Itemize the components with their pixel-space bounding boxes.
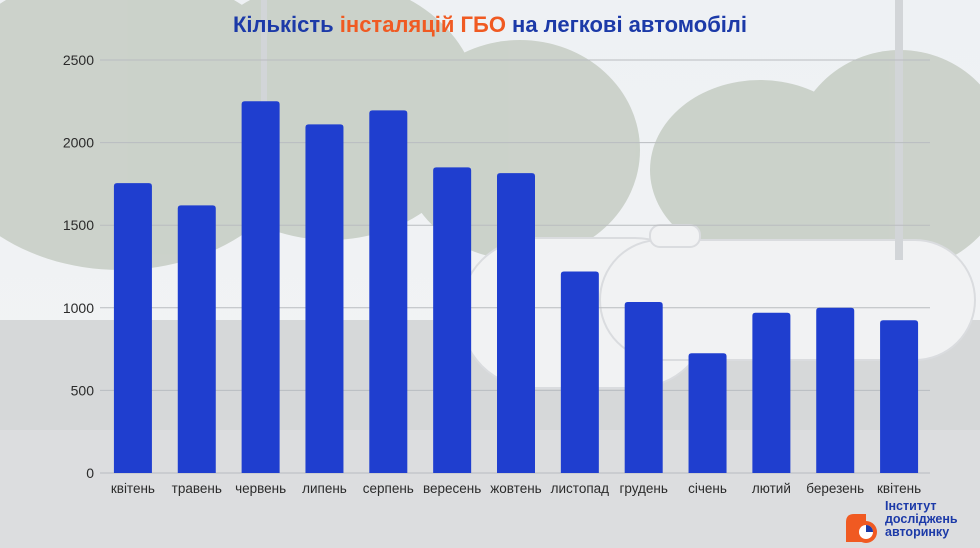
x-tick-label: квітень: [111, 481, 155, 496]
x-tick-label: травень: [172, 481, 222, 496]
y-tick-label: 1500: [63, 217, 94, 233]
y-tick-label: 0: [86, 465, 94, 481]
logo-line-1: Інститут: [885, 499, 937, 513]
y-tick-label: 2500: [63, 52, 94, 68]
x-tick-label: грудень: [619, 481, 667, 496]
bar: [560, 271, 599, 473]
bar: [497, 173, 535, 474]
x-tick-label: січень: [688, 481, 727, 496]
x-tick-label: листопад: [551, 481, 610, 496]
x-tick-label: вересень: [423, 481, 481, 496]
bar: [624, 302, 663, 473]
x-tick-label: лютий: [752, 481, 791, 496]
bar: [880, 320, 919, 473]
bar: [816, 307, 855, 473]
x-tick-label: жовтень: [490, 481, 541, 496]
x-tick-label: липень: [302, 481, 347, 496]
logo-line-2: досліджень: [885, 512, 958, 526]
logo-line-3: авторинку: [885, 525, 950, 539]
y-tick-label: 500: [71, 382, 95, 398]
x-tick-label: червень: [235, 481, 286, 496]
logo: Інститут досліджень авторинку: [842, 496, 980, 548]
bar: [177, 205, 216, 473]
x-tick-label: квітень: [877, 481, 921, 496]
y-tick-label: 1000: [63, 300, 94, 316]
logo-icon: [846, 514, 877, 543]
bar: [305, 124, 344, 473]
bar: [688, 353, 727, 473]
bar: [113, 183, 152, 473]
title-accent: інсталяцій ГБО: [339, 12, 506, 37]
y-tick-label: 2000: [63, 135, 94, 151]
chart-title: Кількість інсталяцій ГБО на легкові авто…: [0, 12, 980, 38]
x-tick-label: серпень: [363, 481, 414, 496]
title-part1: Кількість: [232, 12, 340, 37]
bar: [369, 110, 408, 474]
title-part2: на легкові автомобілі: [505, 12, 747, 37]
bar: [241, 101, 280, 474]
bar: [433, 167, 472, 473]
x-tick-label: березень: [806, 481, 864, 496]
bar: [752, 312, 791, 473]
